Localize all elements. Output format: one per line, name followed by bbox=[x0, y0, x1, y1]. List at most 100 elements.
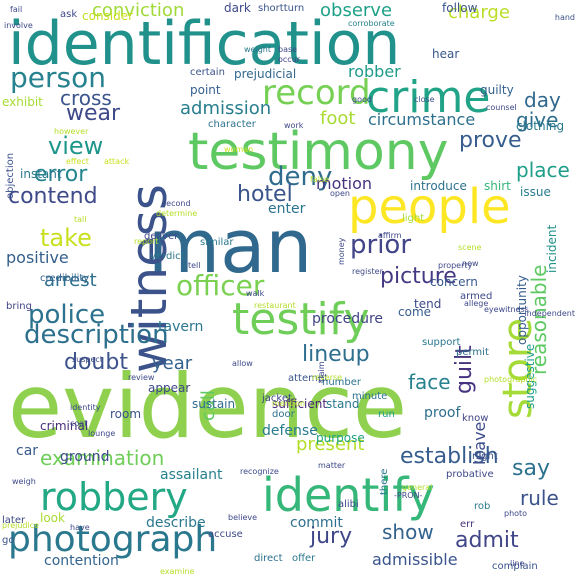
cloud-word: reverse bbox=[312, 373, 343, 382]
cloud-word: determine bbox=[156, 209, 198, 218]
cloud-word: woman bbox=[224, 145, 254, 154]
cloud-word: enter bbox=[268, 201, 306, 217]
cloud-word: charge bbox=[448, 2, 510, 23]
cloud-word: coat bbox=[70, 419, 88, 428]
cloud-word: minute bbox=[352, 391, 388, 402]
cloud-word: crime bbox=[366, 72, 491, 123]
cloud-word: know bbox=[462, 413, 489, 424]
cloud-word: report bbox=[134, 237, 159, 246]
cloud-word: mention bbox=[272, 399, 306, 408]
cloud-word: conviction bbox=[92, 0, 185, 21]
cloud-word: probative bbox=[446, 469, 494, 480]
cloud-word: later bbox=[2, 515, 26, 526]
cloud-word: criminal bbox=[40, 419, 89, 433]
cloud-word: hotel bbox=[237, 182, 293, 207]
cloud-word: have bbox=[70, 523, 90, 532]
cloud-word: tend bbox=[414, 297, 442, 311]
cloud-word: tall bbox=[74, 215, 87, 224]
cloud-word: open bbox=[330, 189, 350, 198]
cloud-word: sustain bbox=[192, 397, 236, 411]
cloud-word: photo bbox=[504, 509, 528, 518]
cloud-word: allow bbox=[232, 359, 253, 368]
cloud-word: commit bbox=[290, 515, 343, 531]
cloud-word: assailant bbox=[160, 467, 223, 483]
cloud-word: man bbox=[148, 204, 313, 290]
cloud-word: admission bbox=[180, 98, 272, 119]
cloud-word: robbery bbox=[40, 475, 188, 519]
cloud-word: follow bbox=[442, 1, 478, 15]
cloud-word: matter bbox=[318, 461, 346, 470]
cloud-word: identification bbox=[8, 9, 401, 79]
cloud-word: number bbox=[322, 377, 362, 388]
cloud-word: close bbox=[414, 95, 435, 104]
cloud-word: suspect bbox=[72, 355, 103, 364]
cloud-word: door bbox=[272, 409, 295, 420]
cloud-word: support bbox=[422, 337, 461, 348]
cloud-word: police bbox=[28, 300, 106, 330]
cloud-word: attempt bbox=[288, 373, 329, 384]
cloud-word: clothing bbox=[516, 119, 565, 133]
cloud-word: weigh bbox=[12, 477, 36, 486]
cloud-word: establish bbox=[400, 444, 499, 469]
cloud-word: sufficient bbox=[272, 397, 328, 411]
cloud-word: foot bbox=[320, 108, 356, 129]
cloud-word: attack bbox=[104, 157, 130, 166]
cloud-word: admissible bbox=[372, 550, 458, 569]
cloud-word: there bbox=[379, 468, 390, 495]
cloud-word: go bbox=[2, 535, 15, 546]
cloud-word: rule bbox=[520, 486, 559, 510]
cloud-word: prejudice bbox=[2, 521, 40, 530]
cloud-word: false bbox=[310, 175, 330, 184]
cloud-word: prejudicial bbox=[234, 67, 297, 81]
cloud-word: come bbox=[398, 305, 432, 319]
cloud-word: arrest bbox=[44, 270, 97, 291]
cloud-word: year bbox=[152, 353, 193, 374]
cloud-word: however bbox=[54, 127, 89, 136]
cloud-word: base bbox=[278, 45, 298, 54]
cloud-word: day bbox=[524, 88, 561, 112]
cloud-word: offer bbox=[292, 553, 316, 564]
cloud-word: work bbox=[284, 121, 304, 130]
cloud-word: line bbox=[510, 559, 525, 568]
cloud-word: observe bbox=[320, 0, 393, 21]
cloud-word: photographic bbox=[484, 375, 538, 384]
cloud-word: property bbox=[438, 261, 473, 270]
cloud-word: lounge bbox=[88, 429, 116, 438]
cloud-word: eyewitness bbox=[484, 305, 529, 314]
cloud-word: car bbox=[16, 443, 39, 459]
cloud-word: new bbox=[462, 259, 479, 268]
cloud-word: examination bbox=[40, 446, 165, 470]
cloud-word: identify bbox=[262, 468, 435, 522]
cloud-word: counsel bbox=[486, 103, 517, 112]
cloud-word: incident bbox=[545, 224, 559, 273]
cloud-word: introduce bbox=[410, 179, 467, 193]
cloud-word: bring bbox=[6, 301, 32, 312]
cloud-word: instant bbox=[20, 167, 62, 181]
cloud-word: deny bbox=[268, 162, 333, 192]
cloud-word: second bbox=[162, 199, 191, 208]
cloud-word: register bbox=[352, 267, 383, 276]
cloud-word: picture bbox=[380, 264, 457, 289]
cloud-word: take bbox=[40, 224, 92, 252]
cloud-word: contention bbox=[44, 553, 119, 569]
cloud-word: certain bbox=[190, 67, 225, 78]
cloud-word: walk bbox=[246, 289, 265, 298]
cloud-word: jacket bbox=[262, 393, 292, 404]
cloud-word: concern bbox=[430, 275, 478, 289]
cloud-word: ground bbox=[60, 449, 110, 465]
cloud-word: rob bbox=[474, 501, 491, 512]
cloud-word: good bbox=[352, 95, 372, 104]
cloud-word: doubt bbox=[64, 350, 128, 375]
cloud-word: occur bbox=[278, 55, 301, 64]
cloud-word: view bbox=[48, 132, 104, 160]
cloud-word: consider bbox=[82, 9, 134, 23]
cloud-word: defense bbox=[262, 423, 318, 439]
cloud-word: hear bbox=[432, 47, 460, 61]
cloud-word: affirm bbox=[378, 231, 402, 240]
cloud-word: room bbox=[110, 407, 142, 421]
cloud-word: record bbox=[262, 73, 371, 113]
cloud-word: photograph bbox=[8, 519, 218, 560]
cloud-word: dark bbox=[224, 1, 251, 15]
cloud-word: proof bbox=[424, 405, 461, 421]
cloud-word: independent bbox=[524, 309, 575, 318]
